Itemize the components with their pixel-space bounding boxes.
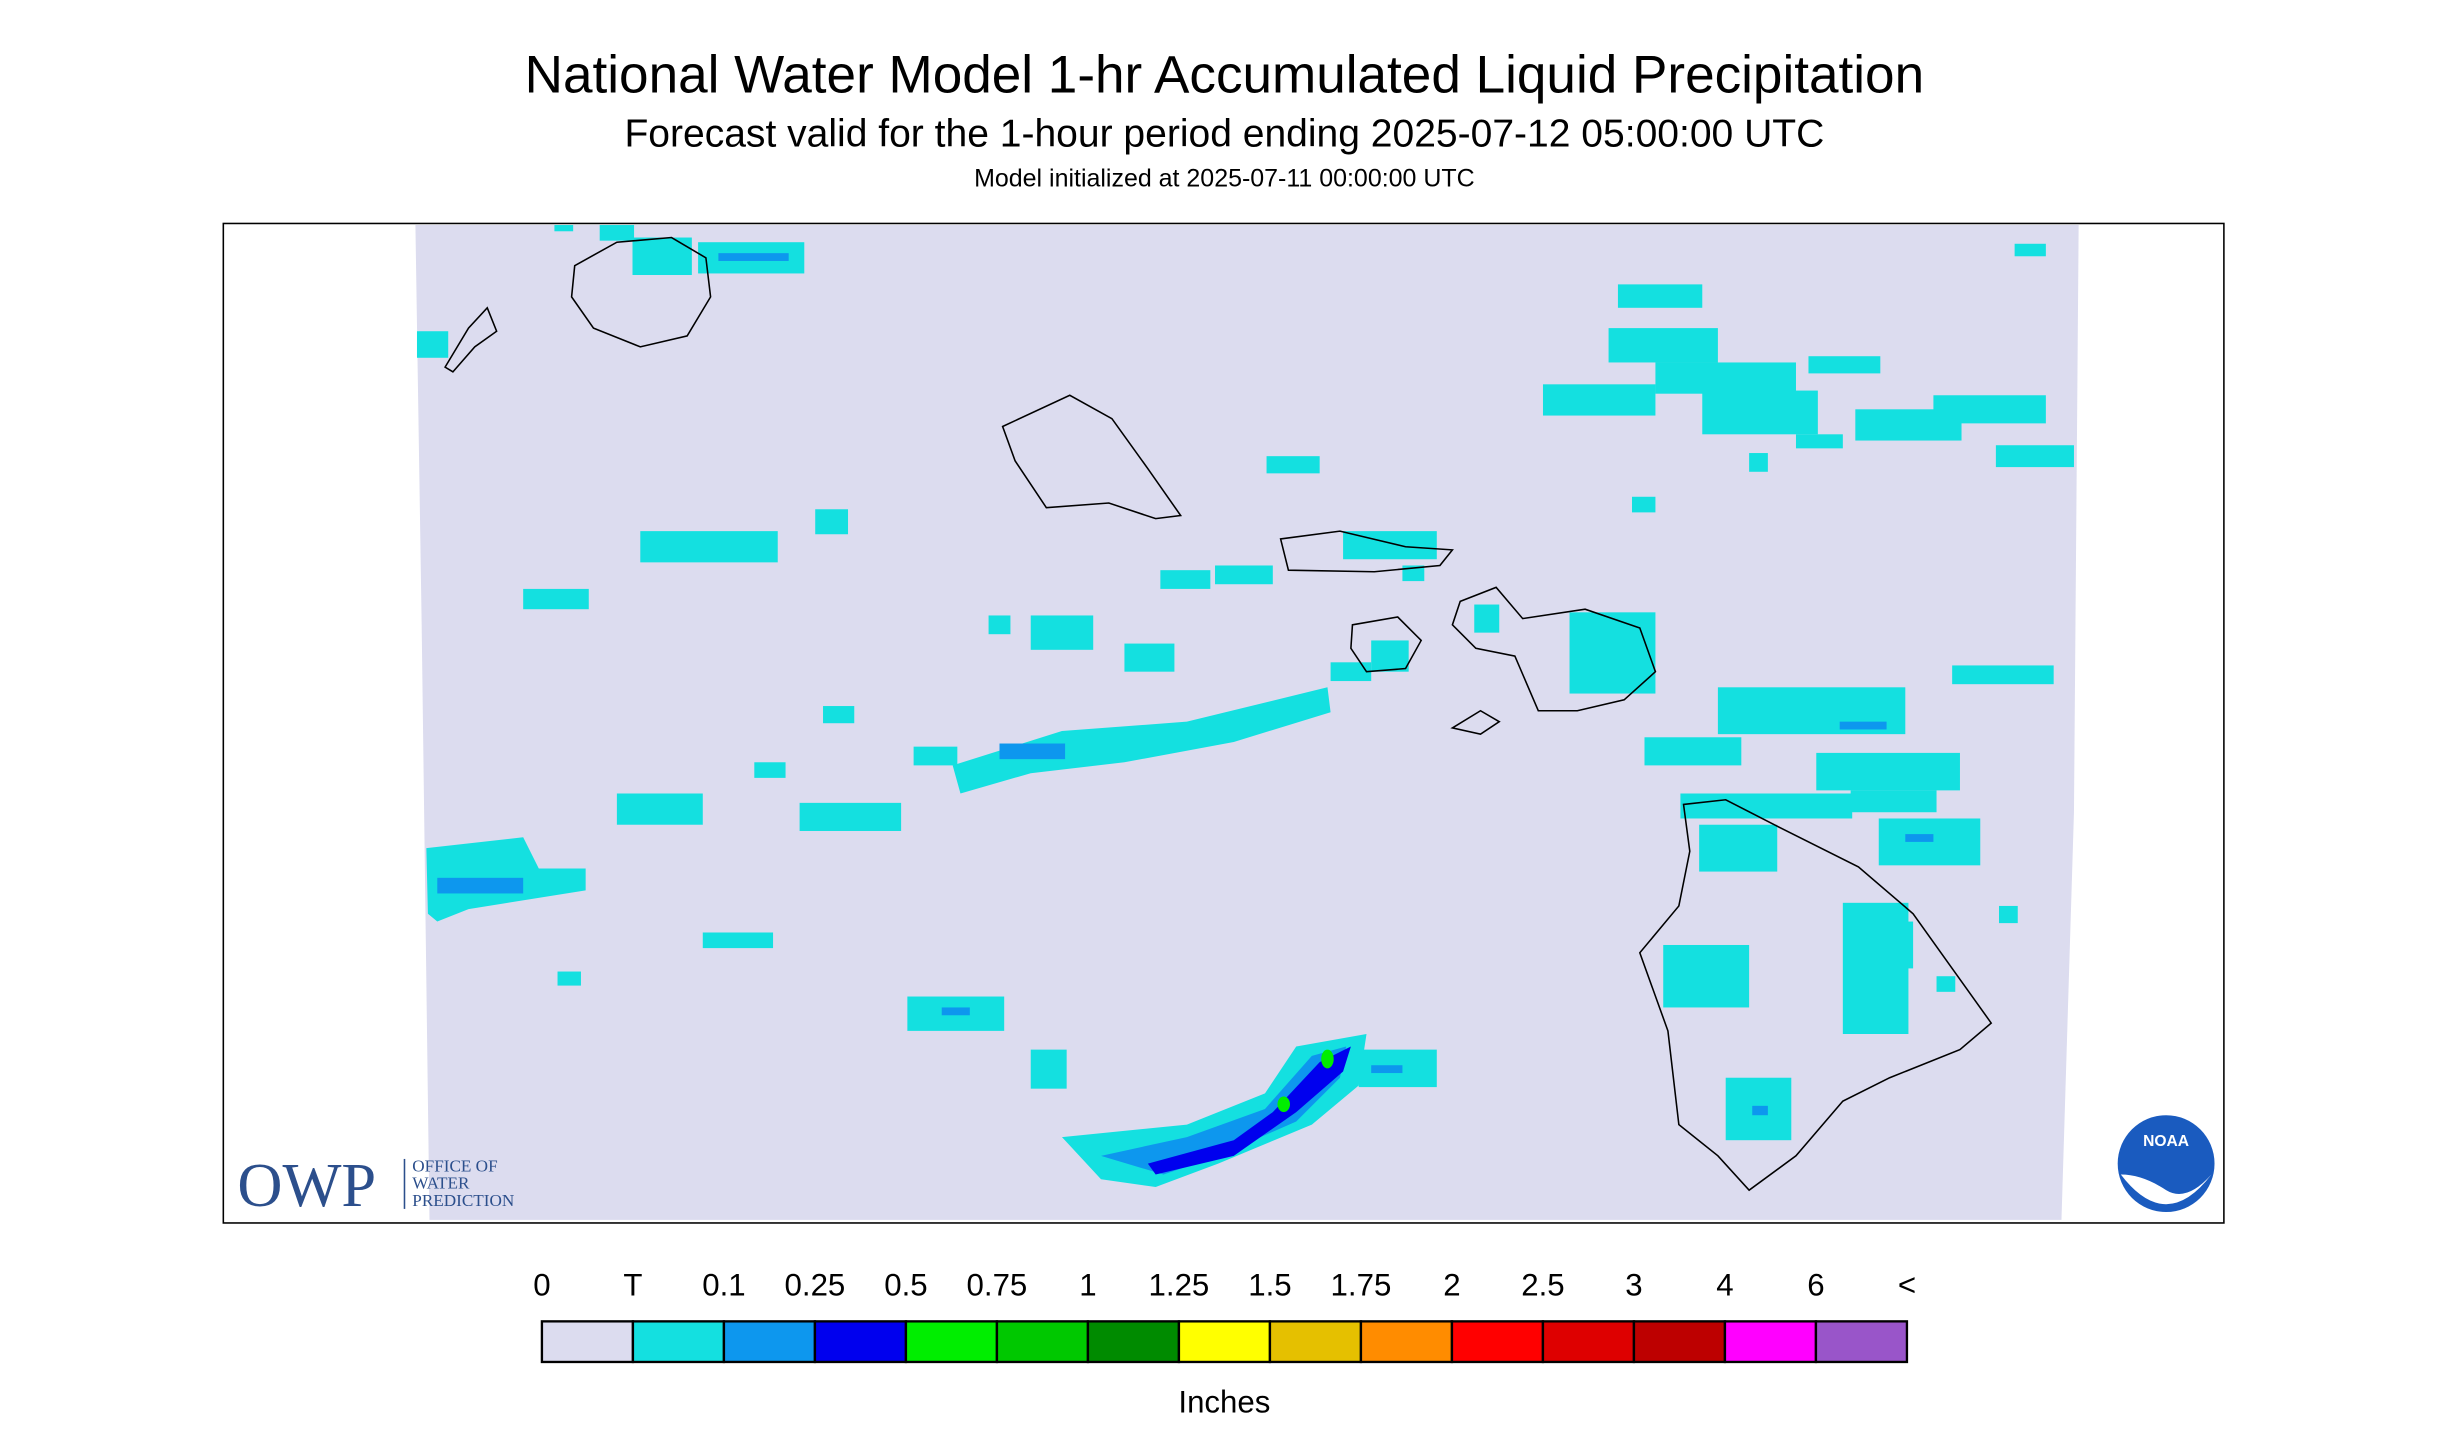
- subtitle: Forecast valid for the 1-hour period end…: [624, 112, 1824, 155]
- legend-label: 1.25: [1149, 1267, 1210, 1302]
- legend-label: 0.1: [702, 1267, 745, 1302]
- legend-swatch: [995, 1320, 1090, 1364]
- legend-label: 2: [1443, 1267, 1460, 1302]
- island-outlines: [444, 236, 1993, 1192]
- legend-label: T: [623, 1267, 642, 1302]
- noaa-text: NOAA: [2143, 1133, 2189, 1150]
- noaa-logo: NOAA: [2117, 1115, 2215, 1213]
- legend-swatch: [540, 1320, 635, 1364]
- legend-unit: Inches: [1178, 1384, 1270, 1419]
- legend-label: 4: [1716, 1267, 1733, 1302]
- legend-label: 6: [1807, 1267, 1824, 1302]
- legend-label: 1: [1079, 1267, 1096, 1302]
- legend-swatch: [813, 1320, 908, 1364]
- legend: Inches 0 T 0.1 0.25 0.5 0.75 1 1.25 1.5 1.75 2 2.5 3…: [533, 1267, 1916, 1419]
- legend-swatch: [1541, 1320, 1636, 1364]
- map: OWP OFFICE OF WATER PREDICTION NOAA: [222, 222, 2225, 1224]
- legend-swatch: [904, 1320, 999, 1364]
- legend-label: 0.75: [967, 1267, 1028, 1302]
- owp-line: WATER: [412, 1174, 470, 1193]
- precip-areas: [416, 225, 2074, 1188]
- legend-swatch: [1632, 1320, 1727, 1364]
- legend-label: <: [1898, 1267, 1916, 1302]
- legend-label: 0.5: [884, 1267, 927, 1302]
- title: National Water Model 1-hr Accumulated Li…: [525, 45, 1924, 104]
- legend-swatch: [1450, 1320, 1545, 1364]
- legend-swatch: [1177, 1320, 1272, 1364]
- legend-label: 0: [533, 1267, 550, 1302]
- owp-logo: OWP OFFICE OF WATER PREDICTION: [237, 1150, 514, 1220]
- legend-label: 2.5: [1521, 1267, 1564, 1302]
- legend-label: 1.5: [1248, 1267, 1291, 1302]
- owp-wordmark: OWP: [237, 1150, 376, 1220]
- legend-swatch: [722, 1320, 817, 1364]
- legend-swatch: [631, 1320, 726, 1364]
- owp-line: PREDICTION: [412, 1191, 514, 1210]
- owp-line: OFFICE OF: [412, 1156, 497, 1175]
- legend-label: 3: [1625, 1267, 1642, 1302]
- init-time: Model initialized at 2025-07-11 00:00:00…: [974, 164, 1475, 192]
- legend-swatch: [1086, 1320, 1181, 1364]
- legend-label: 0.25: [785, 1267, 846, 1302]
- legend-swatch: [1359, 1320, 1454, 1364]
- legend-label: 1.75: [1331, 1267, 1392, 1302]
- legend-swatch: [1268, 1320, 1363, 1364]
- legend-swatch: [1723, 1320, 1818, 1364]
- legend-swatch: [1814, 1320, 1909, 1364]
